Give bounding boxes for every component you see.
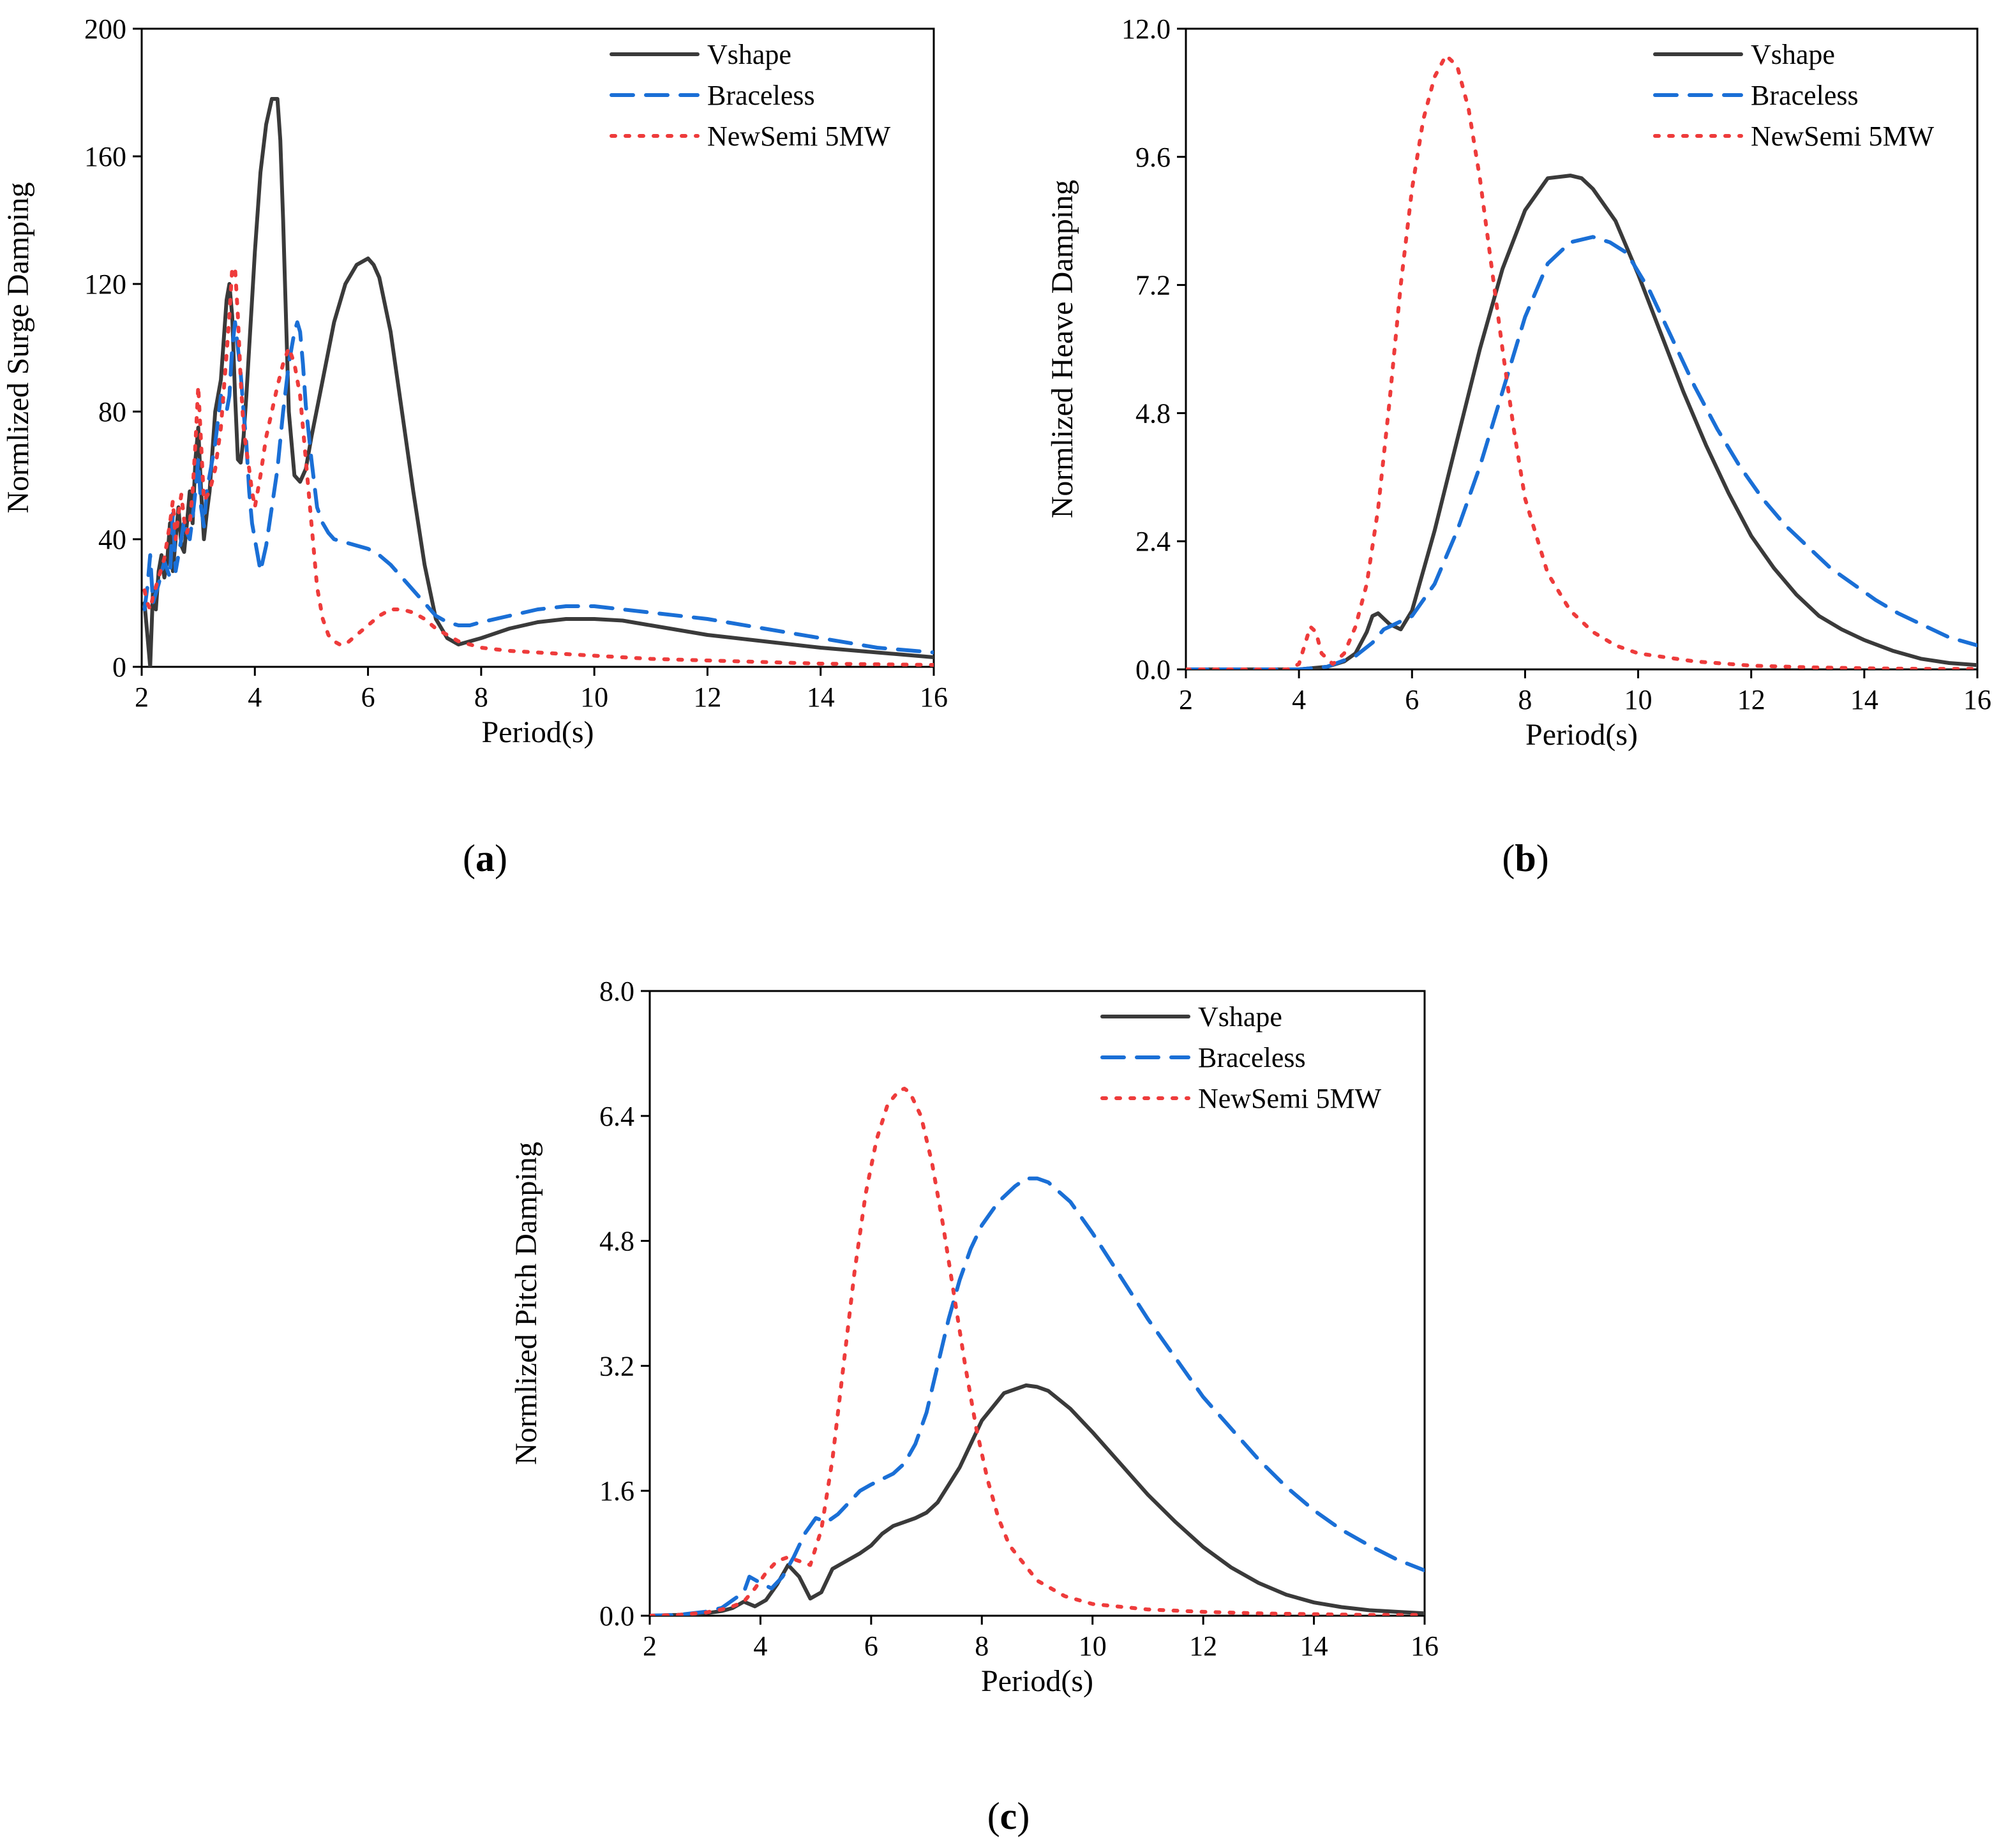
plot-frame <box>648 990 1426 1617</box>
x-tick-label: 12 <box>693 682 721 713</box>
plot-frame <box>140 27 935 668</box>
series-line-braceless <box>650 1176 1425 1616</box>
x-tick-label: 16 <box>920 682 948 713</box>
y-tick-label: 12.0 <box>1121 13 1171 45</box>
series-line-newsemi-5mw <box>142 266 934 667</box>
x-tick-label: 14 <box>807 682 835 713</box>
y-tick-label: 3.2 <box>599 1350 634 1382</box>
chart-panel-a: 2 4 6 8 10 12 14 1604080120160200Period(s)Norml… <box>1 13 948 879</box>
x-axis-label: Period(s) <box>1525 718 1638 752</box>
y-tick-label: 0.0 <box>599 1600 634 1632</box>
legend-label: NewSemi 5MW <box>1751 121 1935 152</box>
y-axis-label: Normlized Heave Damping <box>1045 180 1079 518</box>
y-tick-label: 6.4 <box>599 1101 634 1132</box>
panel-label: (b) <box>1502 837 1548 879</box>
chart-panel-b: 2 4 6 8 10 12 14 16 0.0 2.4 4.8 7.2 9.6 12.0 Period(s)… <box>1045 13 1991 879</box>
y-tick-label: 4.8 <box>1135 398 1171 429</box>
y-tick-label: 160 <box>84 141 126 172</box>
series-line-vshape <box>1186 174 1977 669</box>
x-tick-label: 8 <box>1518 684 1532 715</box>
x-tick-label: 2 <box>135 682 149 713</box>
y-tick-label: 80 <box>98 396 126 428</box>
legend-label: Vshape <box>707 39 791 70</box>
y-tick-label: 4.8 <box>599 1226 634 1257</box>
y-tick-label: 0.0 <box>1135 654 1171 685</box>
series-line-newsemi-5mw <box>650 1087 1425 1616</box>
legend-label: Vshape <box>1751 39 1835 70</box>
panel-label: (a) <box>463 837 507 879</box>
y-tick-label: 1.6 <box>599 1475 634 1507</box>
x-tick-label: 16 <box>1963 684 1991 715</box>
y-axis-label: Normlized Pitch Damping <box>509 1142 543 1465</box>
legend-label: NewSemi 5MW <box>1198 1083 1382 1114</box>
x-tick-label: 6 <box>864 1630 878 1662</box>
x-tick-label: 2 <box>1179 684 1193 715</box>
legend-label: Braceless <box>1198 1042 1306 1073</box>
legend-label: NewSemi 5MW <box>707 121 891 152</box>
series-line-braceless <box>142 320 934 655</box>
plot-frame <box>1185 27 1979 671</box>
legend-label: Braceless <box>1751 80 1859 111</box>
x-tick-label: 4 <box>1292 684 1306 715</box>
y-tick-label: 8.0 <box>599 976 634 1007</box>
series-line-braceless <box>1186 235 1977 669</box>
x-tick-label: 8 <box>975 1630 989 1662</box>
legend-label: Vshape <box>1198 1001 1282 1032</box>
y-tick-label: 0 <box>112 652 126 683</box>
x-tick-label: 14 <box>1850 684 1878 715</box>
x-tick-label: 6 <box>1405 684 1419 715</box>
x-tick-label: 10 <box>1079 1630 1107 1662</box>
series-line-vshape <box>650 1383 1425 1616</box>
y-tick-label: 120 <box>84 269 126 300</box>
x-tick-label: 6 <box>361 682 375 713</box>
y-tick-label: 40 <box>98 524 126 555</box>
x-tick-label: 12 <box>1189 1630 1217 1662</box>
x-tick-label: 8 <box>474 682 488 713</box>
chart-panel-c: 2 4 6 8 10 12 14 16 0.0 1.6 3.2 4.8 6.4 8.0 Period(s) N… <box>509 976 1439 1837</box>
x-axis-label: Period(s) <box>981 1664 1093 1698</box>
y-tick-label: 200 <box>84 13 126 45</box>
x-tick-label: 16 <box>1411 1630 1439 1662</box>
y-tick-label: 2.4 <box>1135 526 1171 557</box>
series-line-vshape <box>142 97 934 667</box>
x-axis-label: Period(s) <box>482 715 594 749</box>
legend-label: Braceless <box>707 80 815 111</box>
x-tick-label: 10 <box>580 682 608 713</box>
y-tick-label: 7.2 <box>1135 270 1171 301</box>
panel-label: (c) <box>987 1795 1030 1837</box>
y-tick-label: 9.6 <box>1135 142 1171 173</box>
x-tick-label: 12 <box>1737 684 1765 715</box>
x-tick-label: 14 <box>1300 1630 1328 1662</box>
x-tick-label: 2 <box>643 1630 657 1662</box>
x-tick-label: 4 <box>248 682 262 713</box>
x-tick-label: 10 <box>1624 684 1652 715</box>
x-tick-label: 4 <box>753 1630 767 1662</box>
y-axis-label: Normlized Surge Damping <box>1 182 35 513</box>
